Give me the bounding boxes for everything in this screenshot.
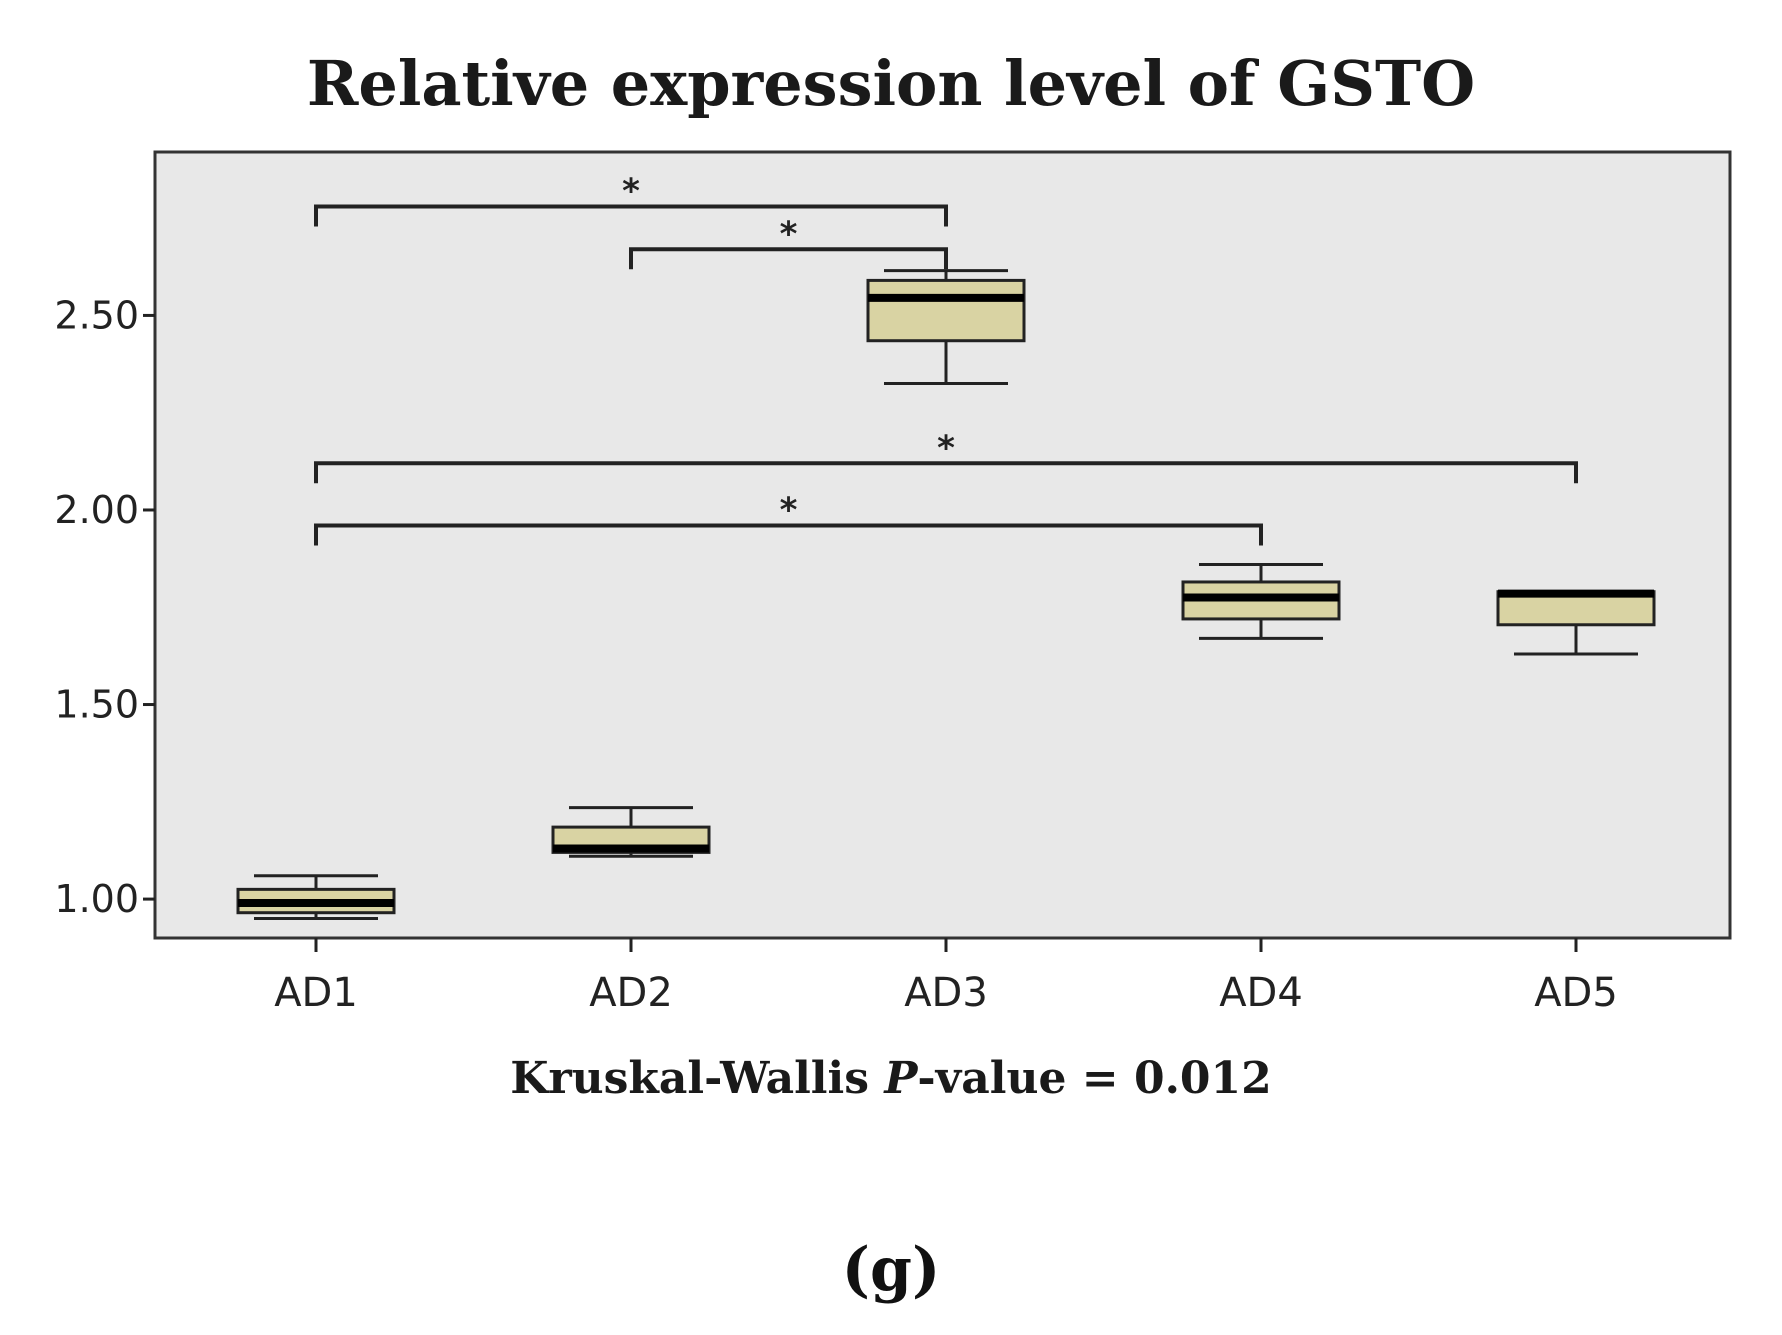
footnote-suffix: -value = 0.012 xyxy=(917,1053,1271,1104)
x-tick-label-ad3: AD3 xyxy=(904,970,988,1016)
y-tick-label: 2.00 xyxy=(54,488,139,532)
x-axis: AD1 AD2 AD3 AD4 AD5 xyxy=(274,938,1618,1016)
chart-title: Relative expression level of GSTO xyxy=(307,47,1475,120)
bracket-line xyxy=(314,523,1263,546)
significance-brackets: * * * * xyxy=(314,171,1578,546)
significance-bracket-ad2-ad3: * xyxy=(629,214,948,270)
significance-star: * xyxy=(780,491,798,531)
y-tick-label: 1.00 xyxy=(54,877,139,921)
footnote-italic-p: P xyxy=(882,1053,919,1104)
y-axis: 1.00 1.50 2.00 2.50 xyxy=(54,293,155,921)
box-ad1 xyxy=(236,874,396,921)
box-ad5 xyxy=(1496,589,1656,656)
iqr-box xyxy=(866,278,1026,343)
x-tick-label-ad4: AD4 xyxy=(1219,970,1303,1016)
x-tick-label-ad5: AD5 xyxy=(1534,970,1618,1016)
significance-bracket-ad1-ad3: * xyxy=(314,171,948,227)
x-axis-footnote: Kruskal-Wallis P-value = 0.012 xyxy=(510,1053,1272,1104)
panel-label: (g) xyxy=(842,1235,941,1305)
x-tick-label-ad2: AD2 xyxy=(589,970,673,1016)
boxes xyxy=(236,269,1656,921)
bracket-line xyxy=(314,204,948,227)
significance-bracket-ad1-ad4: * xyxy=(314,491,1263,546)
bracket-line xyxy=(314,461,1578,484)
y-tick-label: 1.50 xyxy=(54,683,139,727)
x-tick-label-ad1: AD1 xyxy=(274,970,358,1016)
significance-star: * xyxy=(937,428,955,468)
significance-star: * xyxy=(780,214,798,254)
significance-star: * xyxy=(622,171,640,211)
box-ad4 xyxy=(1181,562,1341,640)
significance-bracket-ad1-ad5: * xyxy=(314,428,1578,484)
box-ad2 xyxy=(551,806,711,858)
box-ad3 xyxy=(866,269,1026,386)
bracket-line xyxy=(629,247,948,270)
footnote-prefix: Kruskal-Wallis xyxy=(510,1053,884,1104)
y-tick-label: 2.50 xyxy=(54,293,139,337)
